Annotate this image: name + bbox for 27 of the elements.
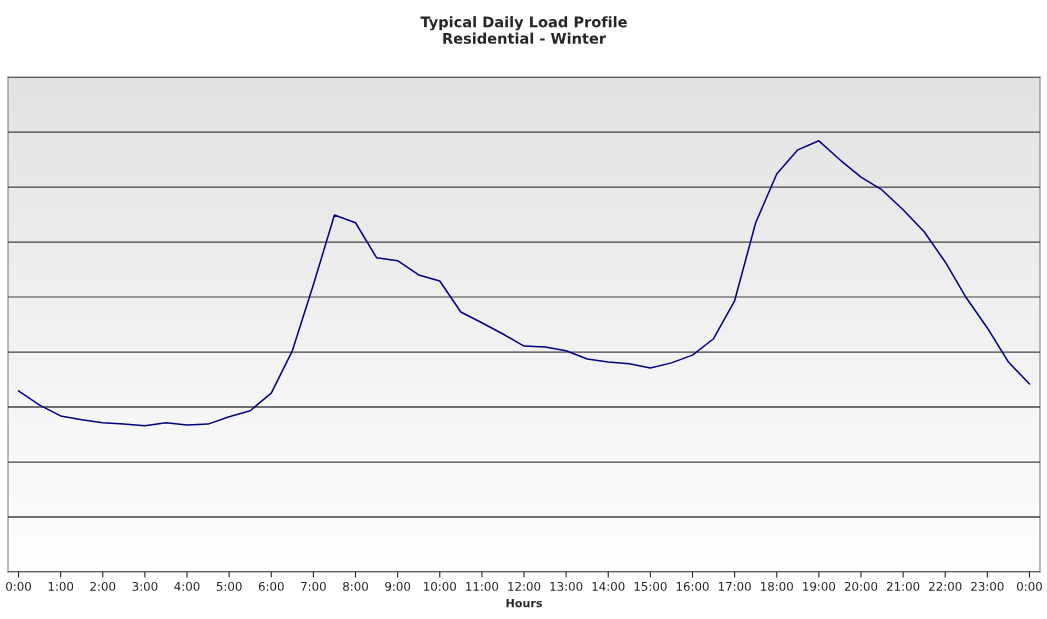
x-tick-label: 4:00 — [174, 581, 200, 591]
x-tick-label: 1:00 — [48, 581, 74, 591]
x-tick-label: 17:00 — [718, 581, 751, 591]
x-tick-label: 0:00 — [6, 581, 31, 591]
x-tick-label: 20:00 — [844, 581, 878, 591]
x-tick-label: 0:00 — [1016, 581, 1042, 591]
x-tick-label: 14:00 — [592, 581, 625, 591]
x-tick-label: 22:00 — [929, 581, 962, 591]
x-tick-label: 16:00 — [676, 581, 709, 591]
x-tick-label: 13:00 — [550, 581, 583, 591]
x-tick-label: 8:00 — [343, 581, 368, 591]
x-axis-title: Hours — [506, 599, 542, 608]
x-tick-label: 18:00 — [761, 581, 793, 591]
x-tick-label: 23:00 — [971, 581, 1004, 591]
x-tick-label: 10:00 — [424, 581, 456, 591]
x-tick-label: 21:00 — [886, 581, 920, 591]
x-tick-label: 3:00 — [132, 581, 158, 591]
x-tick-label: 9:00 — [385, 581, 411, 591]
x-tick-label: 6:00 — [258, 581, 284, 591]
x-tick-label: 2:00 — [90, 581, 116, 591]
chart-title: Typical Daily Load Profile Residential - Winter — [420, 16, 627, 44]
x-tick-label: 5:00 — [216, 581, 242, 591]
x-tick-label: 11:00 — [466, 581, 499, 591]
x-tick-label: 19:00 — [803, 581, 836, 591]
x-tick-label: 15:00 — [634, 581, 667, 591]
x-tick-label: 12:00 — [508, 581, 541, 591]
x-tick-label: 7:00 — [301, 581, 326, 591]
